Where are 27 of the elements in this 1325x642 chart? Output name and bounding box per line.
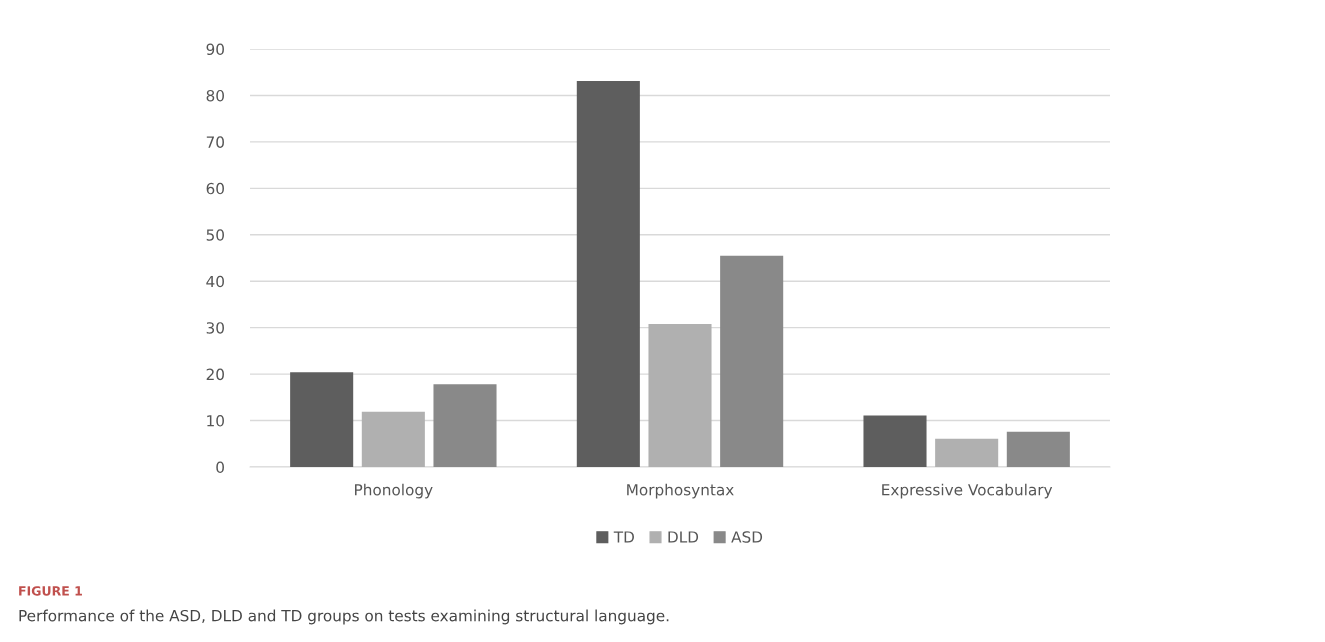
y-tick-label: 10 xyxy=(207,415,224,427)
caption: FIGURE 1 xyxy=(19,586,82,596)
bar xyxy=(290,372,354,467)
y-tick-label: 20 xyxy=(206,368,224,381)
bar xyxy=(720,255,784,467)
x-tick-label: Expressive Vocabulary xyxy=(882,483,1053,499)
legend-label: ASD xyxy=(731,531,763,543)
bar xyxy=(576,81,640,467)
y-tick-label: 80 xyxy=(206,89,224,102)
bar xyxy=(361,411,425,467)
y-tick-label: 90 xyxy=(206,43,224,56)
y-tick-label: 0 xyxy=(216,461,224,474)
bar xyxy=(433,384,497,467)
legend-label: TD xyxy=(613,531,634,543)
y-tick-label: 40 xyxy=(206,275,224,288)
text: Performance of the ASD, DLD and TD groups on tests examining structural language. xyxy=(19,609,669,625)
y-tick-label: 70 xyxy=(206,136,224,148)
y-tick-label: 30 xyxy=(206,322,224,334)
legend-label: DLD xyxy=(668,531,699,543)
bar xyxy=(648,323,712,467)
x-tick-label: Phonology xyxy=(355,483,433,499)
y-tick-label: 60 xyxy=(206,182,224,195)
bar xyxy=(935,438,999,467)
bar xyxy=(863,415,927,467)
bar xyxy=(1006,431,1070,467)
y-tick-label: 50 xyxy=(206,229,224,241)
x-tick-label: Morphosyntax xyxy=(627,483,734,499)
